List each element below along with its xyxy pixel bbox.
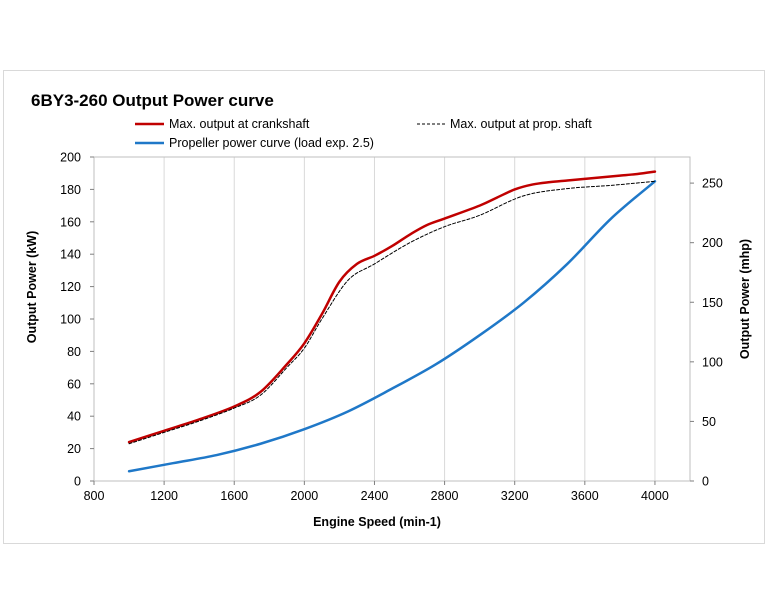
ticks: 800 1200 1600 2000 2400 2800 3200 3600 400002040…: [60, 151, 723, 504]
y2-tick-label: 50: [702, 415, 716, 429]
x-tick-label: 1600: [220, 489, 248, 503]
y-tick-label: 200: [60, 151, 81, 165]
y2-tick-label: 0: [702, 475, 709, 489]
series-lines: [127, 170, 657, 473]
y2-tick-label: 200: [702, 236, 723, 250]
y-tick-label: 160: [60, 215, 81, 229]
y-tick-label: 60: [67, 377, 81, 391]
x-tick-label: 2400: [361, 489, 389, 503]
x-tick-label: 1200: [150, 489, 178, 503]
y-tick-label: 180: [60, 183, 81, 197]
y-tick-label: 0: [74, 475, 81, 489]
y-tick-label: 100: [60, 313, 81, 327]
series-line-propeller: [127, 180, 657, 473]
chart-title: 6BY3-260 Output Power curve: [31, 91, 274, 110]
y-axis-title: Output Power (kW): [25, 231, 39, 344]
legend-label-propeller: Propeller power curve (load exp. 2.5): [169, 136, 374, 150]
series-line-crankshaft: [127, 170, 657, 444]
chart-frame: 800 1200 1600 2000 2400 2800 3200 3600 4000 0 20 40…: [3, 70, 765, 544]
x-tick-label: 3200: [501, 489, 529, 503]
x-axis-title: Engine Speed (min-1): [313, 515, 441, 529]
plot-area-border: [93, 156, 691, 482]
legend-label-crankshaft: Max. output at crankshaft: [169, 117, 310, 131]
y-tick-label: 80: [67, 345, 81, 359]
legend-label-propshaft: Max. output at prop. shaft: [450, 117, 592, 131]
x-tick-label: 800: [84, 489, 105, 503]
y2-tick-label: 100: [702, 355, 723, 369]
y2-tick-label: 250: [702, 177, 723, 191]
x-tick-label: 4000: [641, 489, 669, 503]
y2-tick-label: 150: [702, 296, 723, 310]
y-tick-label: 140: [60, 248, 81, 262]
gridlines: [163, 157, 656, 481]
y-tick-label: 120: [60, 280, 81, 294]
x-tick-label: 3600: [571, 489, 599, 503]
series-line-propshaft: [128, 180, 656, 445]
x-tick-label: 2000: [290, 489, 318, 503]
y-tick-label: 40: [67, 410, 81, 424]
x-tick-label: 2800: [431, 489, 459, 503]
chart: 800 1200 1600 2000 2400 2800 3200 3600 400002040…: [25, 91, 752, 529]
y2-axis-title: Output Power (mhp): [738, 239, 752, 359]
y-tick-label: 20: [67, 442, 81, 456]
